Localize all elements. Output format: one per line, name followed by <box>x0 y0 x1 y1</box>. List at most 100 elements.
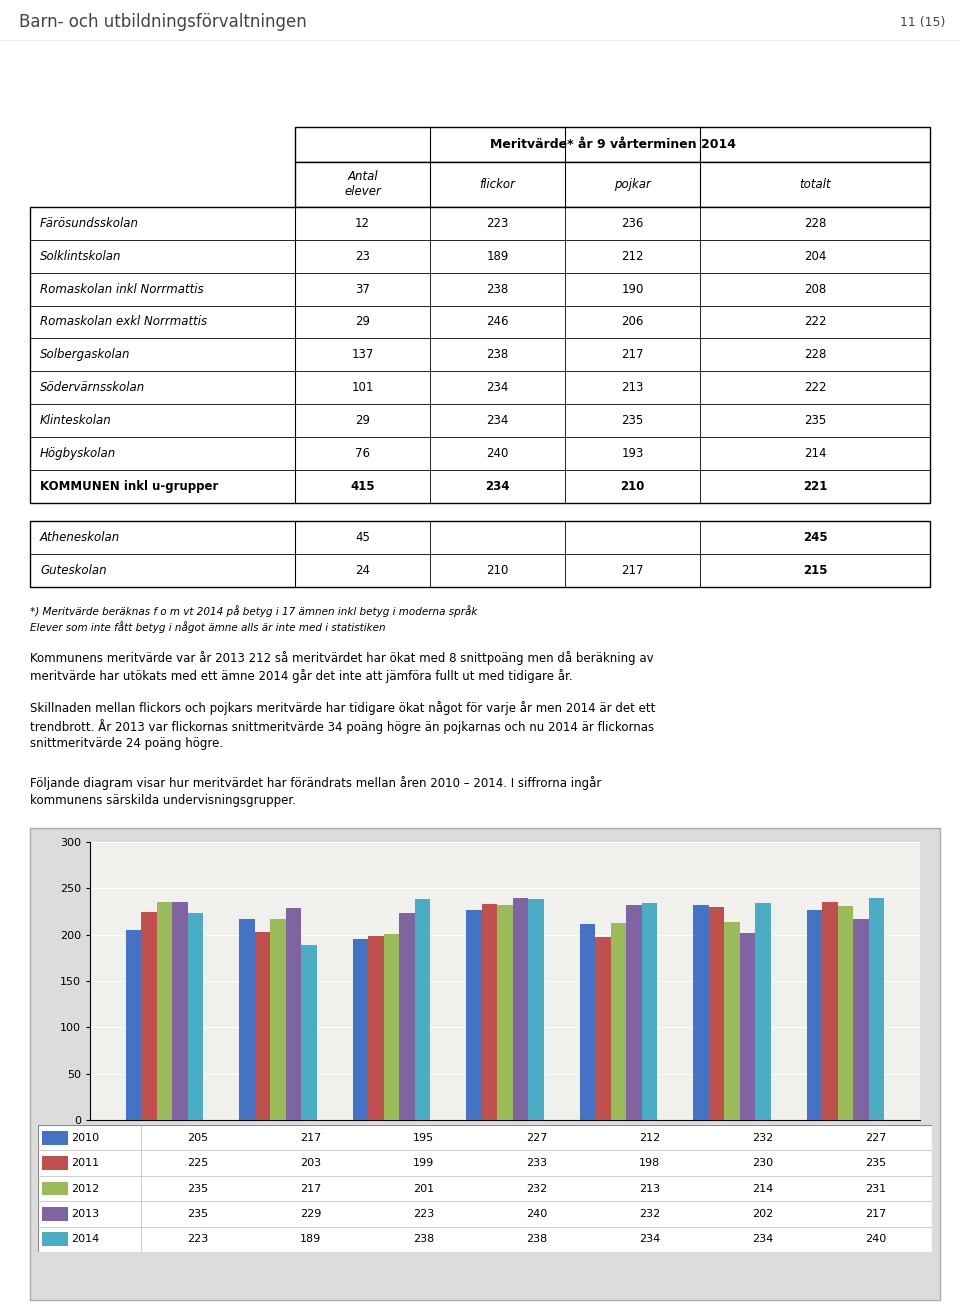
Bar <box>30 828 940 1300</box>
Text: 238: 238 <box>526 1234 547 1244</box>
Bar <box>30 521 930 587</box>
Text: 415: 415 <box>350 481 374 494</box>
Text: 238: 238 <box>487 348 509 362</box>
Text: 213: 213 <box>621 381 644 394</box>
Text: 233: 233 <box>526 1158 547 1169</box>
Bar <box>528 900 543 1120</box>
Text: kommunens särskilda undervisningsgrupper.: kommunens särskilda undervisningsgrupper… <box>30 794 296 807</box>
Text: 234: 234 <box>752 1234 773 1244</box>
Text: 210: 210 <box>487 565 509 578</box>
Text: 204: 204 <box>804 250 827 262</box>
Bar <box>580 924 595 1120</box>
Text: Meritvärde flickor 2010 - 2014: Meritvärde flickor 2010 - 2014 <box>355 853 615 867</box>
Bar <box>384 934 399 1120</box>
Bar <box>42 1233 68 1246</box>
Text: 190: 190 <box>621 283 644 296</box>
Text: 37: 37 <box>355 283 370 296</box>
Bar <box>42 1207 68 1221</box>
Text: 189: 189 <box>300 1234 321 1244</box>
Text: meritvärde har utökats med ett ämne 2014 går det inte att jämföra fullt ut med t: meritvärde har utökats med ett ämne 2014… <box>30 669 572 683</box>
Text: 29: 29 <box>355 316 370 329</box>
Bar <box>822 903 837 1120</box>
Text: 222: 222 <box>804 381 827 394</box>
Text: 212: 212 <box>638 1133 660 1142</box>
Bar <box>611 922 626 1120</box>
Text: trendbrott. År 2013 var flickornas snittmeritvärde 34 poäng högre än pojkarnas o: trendbrott. År 2013 var flickornas snitt… <box>30 719 654 734</box>
Text: 208: 208 <box>804 283 827 296</box>
Bar <box>641 903 658 1120</box>
Text: 232: 232 <box>526 1183 547 1193</box>
Text: Atheneskolan: Atheneskolan <box>40 531 120 544</box>
Text: 137: 137 <box>351 348 373 362</box>
Bar <box>295 161 930 207</box>
Text: 217: 217 <box>621 348 644 362</box>
Bar <box>482 904 497 1120</box>
Text: *) Meritvärde beräknas f o m vt 2014 på betyg i 17 ämnen inkl betyg i moderna sp: *) Meritvärde beräknas f o m vt 2014 på … <box>30 605 477 617</box>
Text: 217: 217 <box>300 1133 321 1142</box>
Bar <box>369 935 384 1120</box>
Text: Skillnaden mellan flickors och pojkars meritvärde har tidigare ökat något för va: Skillnaden mellan flickors och pojkars m… <box>30 701 656 715</box>
Text: 193: 193 <box>621 447 644 460</box>
Text: 223: 223 <box>186 1234 208 1244</box>
Text: 238: 238 <box>413 1234 434 1244</box>
Text: 76: 76 <box>355 447 370 460</box>
Bar <box>352 939 369 1120</box>
Text: 227: 227 <box>526 1133 547 1142</box>
Text: 24: 24 <box>355 565 370 578</box>
Text: 223: 223 <box>413 1209 434 1218</box>
Text: Solbergaskolan: Solbergaskolan <box>40 348 131 362</box>
Bar <box>126 930 141 1120</box>
Text: 210: 210 <box>620 481 645 494</box>
Text: 217: 217 <box>865 1209 886 1218</box>
Text: 12: 12 <box>355 216 370 229</box>
Bar <box>467 909 482 1120</box>
Text: 2013: 2013 <box>71 1209 99 1218</box>
Text: 2011: 2011 <box>71 1158 99 1169</box>
Text: 235: 235 <box>804 414 827 427</box>
Bar <box>869 897 884 1120</box>
Text: 23: 23 <box>355 250 370 262</box>
Text: 206: 206 <box>621 316 644 329</box>
Bar <box>301 945 317 1120</box>
Text: 213: 213 <box>638 1183 660 1193</box>
Text: 214: 214 <box>804 447 827 460</box>
Bar <box>254 931 271 1120</box>
Text: 201: 201 <box>413 1183 434 1193</box>
Bar <box>806 909 822 1120</box>
Bar <box>188 913 204 1120</box>
Text: 45: 45 <box>355 531 370 544</box>
Text: 212: 212 <box>621 250 644 262</box>
Text: 221: 221 <box>803 481 828 494</box>
Text: Elever som inte fått betyg i något ämne alls är inte med i statistiken: Elever som inte fått betyg i något ämne … <box>30 621 386 633</box>
Text: 198: 198 <box>638 1158 660 1169</box>
Bar <box>415 900 430 1120</box>
Bar <box>595 937 611 1120</box>
Text: 235: 235 <box>621 414 643 427</box>
Bar <box>626 905 641 1120</box>
Text: 234: 234 <box>638 1234 660 1244</box>
Text: 246: 246 <box>487 316 509 329</box>
Text: snittmeritvärde 24 poäng högre.: snittmeritvärde 24 poäng högre. <box>30 736 223 749</box>
Text: 238: 238 <box>487 283 509 296</box>
Bar <box>271 918 286 1120</box>
Text: 223: 223 <box>487 216 509 229</box>
Text: 240: 240 <box>526 1209 547 1218</box>
Text: 231: 231 <box>865 1183 886 1193</box>
Bar <box>399 913 415 1120</box>
Text: 229: 229 <box>300 1209 321 1218</box>
Text: Klinteskolan: Klinteskolan <box>40 414 111 427</box>
Text: 245: 245 <box>803 531 828 544</box>
Text: Följande diagram visar hur meritvärdet har förändrats mellan åren 2010 – 2014. I: Följande diagram visar hur meritvärdet h… <box>30 776 601 790</box>
Text: 235: 235 <box>187 1183 208 1193</box>
Bar <box>42 1131 68 1145</box>
Bar <box>739 933 756 1120</box>
Text: 189: 189 <box>487 250 509 262</box>
Text: 228: 228 <box>804 348 827 362</box>
Text: Färösundsskolan: Färösundsskolan <box>40 216 139 229</box>
Text: 235: 235 <box>865 1158 886 1169</box>
Bar <box>756 903 771 1120</box>
Text: 215: 215 <box>803 565 828 578</box>
Text: 222: 222 <box>804 316 827 329</box>
Text: Barn- och utbildningsförvaltningen: Barn- och utbildningsförvaltningen <box>19 13 307 31</box>
Text: 11 (15): 11 (15) <box>900 16 946 29</box>
